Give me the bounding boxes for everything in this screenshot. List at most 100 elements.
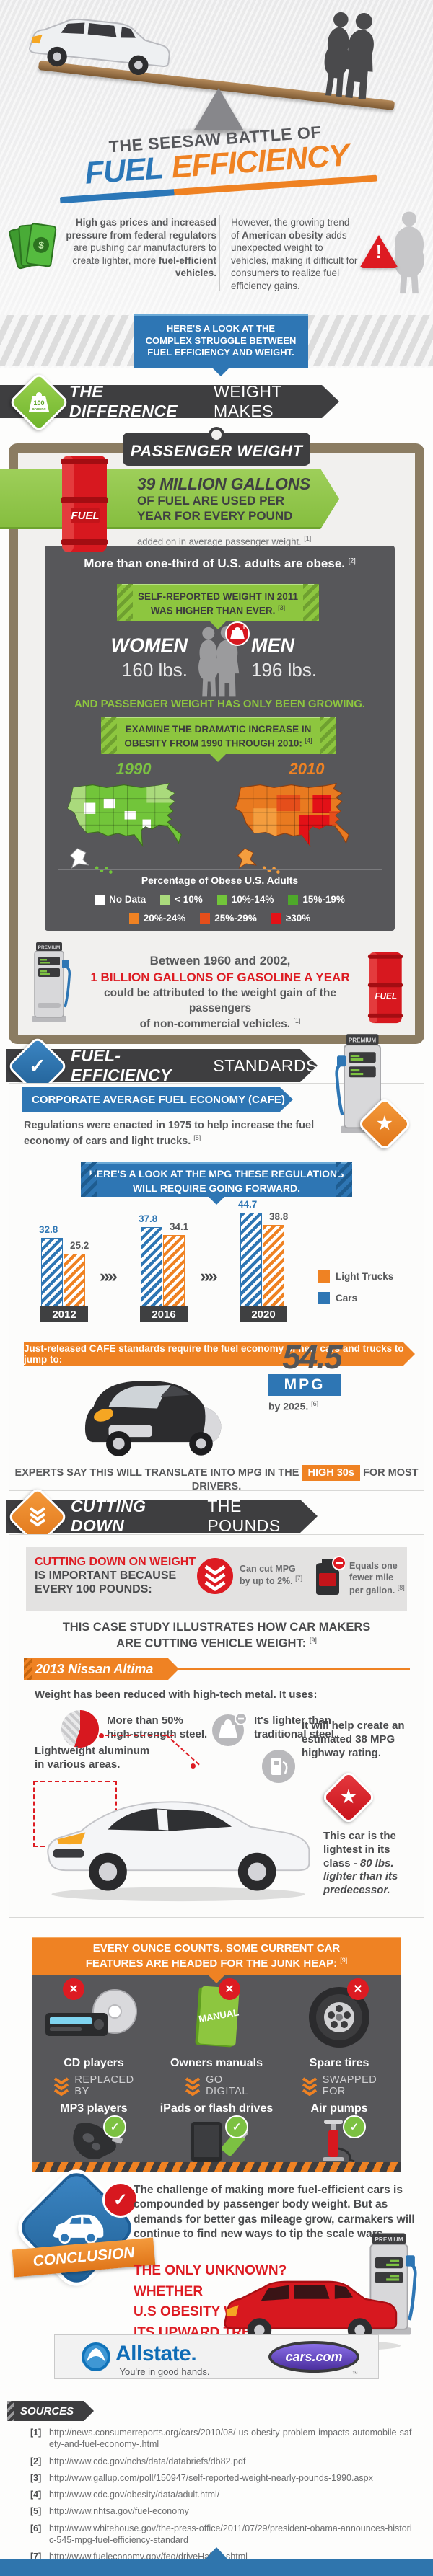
badge-hole: [209, 427, 224, 443]
bar-value: 44.7: [238, 1199, 258, 1210]
why-item2-text: Equals one fewer mile per gallon.: [349, 1561, 398, 1595]
mpg-callout-line1: HERE'S A LOOK AT THE MPG THESE REGULATIO…: [89, 1168, 344, 1179]
svg-text:+: +: [242, 624, 246, 632]
point-lightest-italic: 80 lbs. lighter than its predecessor.: [323, 1856, 398, 1897]
fuel-stat-line3: YEAR FOR EVERY POUND: [137, 508, 293, 523]
fuel-stat-note-text: added on in average passenger weight.: [137, 536, 302, 547]
fuel-barrel-icon-2: FUEL: [367, 952, 403, 1024]
connector-line: [105, 1735, 174, 1736]
case-line2: ARE CUTTING VEHICLE WEIGHT: [9]: [9, 1637, 424, 1651]
legend-swatch: [216, 894, 227, 905]
money-icon: $: [9, 223, 57, 270]
women-value: 160 lbs.: [121, 659, 188, 681]
examine-pointer: [210, 754, 226, 762]
steel-pie-icon: [61, 1710, 99, 1748]
banner-weight-rest: WEIGHT MAKES: [213, 382, 282, 420]
legend-label: No Data: [109, 894, 146, 905]
legend-label-trucks: Light Trucks: [336, 1271, 394, 1282]
source-url: http://www.nhtsa.gov/fuel-economy: [49, 2506, 189, 2517]
chart-legend: Light Trucks Cars: [318, 1270, 393, 1304]
bottom-bar-notch: [205, 2547, 228, 2559]
air-pump-icon: [323, 2119, 355, 2163]
legend-item: < 10%: [160, 894, 203, 905]
junk-col-spares: ✕ Spare tires SWAPPED FOR Air pumps ✓: [278, 1978, 401, 2168]
case-line1: THIS CASE STUDY ILLUSTRATES HOW CAR MAKE…: [62, 1621, 371, 1634]
banner-standards-rest: STANDARDS: [213, 1055, 318, 1075]
source-ref: [1]: [30, 2427, 42, 2438]
bar-trucks-2012: 25.2: [64, 1240, 89, 1306]
cross-glyph: ✕: [353, 1983, 363, 1996]
fulcrum-shadow: [166, 127, 274, 137]
sources-list: [1] http://news.consumerreports.org/cars/…: [30, 2427, 413, 2576]
year-label-2020: 2020: [240, 1306, 287, 1322]
allstate-wordmark: Allstate.: [115, 2342, 197, 2365]
case-line2-text: ARE CUTTING VEHICLE WEIGHT:: [116, 1637, 307, 1650]
point-lighter-2: traditional steel.: [254, 1727, 338, 1740]
check-badge: ✓: [225, 2115, 248, 2138]
ref-6: [6]: [311, 1400, 319, 1407]
intro-right-normal1: However, the growing trend of: [231, 217, 350, 241]
allstate-logo-icon: [82, 2342, 110, 2371]
intro-left-bold2: fuel-efficient vehicles.: [158, 254, 216, 279]
intro-right-paragraph: However, the growing trend of American o…: [231, 216, 358, 292]
intro-right-normal2: adds unexpected weight to vehicles, maki…: [231, 229, 358, 291]
junk-verb-row: SWAPPED FOR: [278, 2074, 401, 2098]
obese-couple-icon: [324, 12, 374, 99]
map-year-1990: 1990: [115, 760, 152, 778]
check-glyph: ✓: [232, 2120, 242, 2133]
junk-banner-line2: FEATURES ARE HEADED FOR THE JUNK HEAP:: [85, 1957, 338, 1970]
legend-swatch: [288, 894, 299, 905]
carscom-tm: ™: [352, 2371, 358, 2377]
junk-new-label: Air pumps: [310, 2102, 368, 2115]
point-lightest: This car is the lightest in its class - …: [323, 1830, 417, 1898]
ref-8: [8]: [397, 1583, 405, 1591]
chevrons-down-icon: [302, 2077, 317, 2096]
title-word-fuel: FUEL: [84, 151, 165, 191]
owners-manual-icon: MANUAL: [195, 1986, 240, 2048]
billion-line4: of non-commercial vehicles.: [139, 1017, 291, 1030]
check-glyph: ✓: [349, 2120, 359, 2133]
banner-cutting-rest: THE POUNDS: [207, 1497, 281, 1535]
triple-arrow-icon: »»: [100, 1266, 118, 1286]
banner-weight-em: THE DIFFERENCE: [69, 382, 178, 420]
junk-old-label: Spare tires: [309, 2057, 369, 2069]
bar-cars-2020: 44.7: [238, 1199, 262, 1306]
warning-triangle-icon: [359, 235, 398, 268]
experts-post: FOR MOST DRIVERS.: [191, 1467, 419, 1492]
conclusion-paragraph: The challenge of making more fuel-effici…: [134, 2184, 415, 2241]
point-lighter: It's lighter than traditional steel.: [254, 1714, 355, 1742]
legend-label: 15%-19%: [302, 894, 345, 905]
legend-item: 25%-29%: [200, 913, 257, 924]
nissan-altima-car: [47, 1801, 310, 1902]
source-item: [2] http://www.cdc.gov/nchs/data/databrie…: [30, 2456, 413, 2467]
junk-verb2: BY: [74, 2085, 89, 2097]
why-item1-text: Can cut MPG by up to 2%.: [240, 1564, 296, 1587]
check-badge: ✓: [343, 2115, 366, 2138]
star-glyph: ★: [341, 1787, 357, 1807]
suv-car-icon: [29, 18, 170, 76]
svg-text:PREMIUM: PREMIUM: [38, 945, 61, 950]
selfreport-banner: SELF-REPORTED WEIGHT IN 2011 WAS HIGHER …: [117, 584, 319, 621]
bar-trucks-2020: 38.8: [263, 1211, 288, 1306]
legend-label: 10%-14%: [231, 894, 274, 905]
source-url: http://www.whitehouse.gov/the-press-offi…: [49, 2523, 412, 2545]
svg-text:PREMIUM: PREMIUM: [375, 2236, 403, 2243]
us-map-2010: [235, 782, 349, 874]
bar-value: 38.8: [269, 1211, 289, 1222]
junk-pointer: [209, 1975, 224, 1983]
legend-swatch: [95, 894, 105, 905]
intro-divider: [219, 215, 220, 291]
why-item1: Can cut MPG by up to 2%. [7]: [240, 1563, 306, 1588]
source-url: http://www.fueleconomy.gov/feg/driveHabi…: [49, 2551, 248, 2562]
chevrons-down-icon: [185, 2077, 201, 2096]
sources-title: SOURCES: [20, 2404, 74, 2417]
point-aluminum-1: Lightweight aluminum: [35, 1745, 150, 1757]
year-label-2012: 2012: [40, 1306, 88, 1322]
cafe-text-body: Regulations were enacted in 1975 to help…: [24, 1120, 315, 1147]
junk-old-label: CD players: [64, 2057, 124, 2069]
junk-hatch-strip: [32, 2162, 401, 2172]
legend-label: < 10%: [175, 894, 203, 905]
ref-9: [9]: [309, 1637, 317, 1644]
junk-verb1: SWAPPED: [322, 2074, 377, 2086]
intro-left-normal: are pushing car manufacturers to create …: [72, 242, 216, 266]
